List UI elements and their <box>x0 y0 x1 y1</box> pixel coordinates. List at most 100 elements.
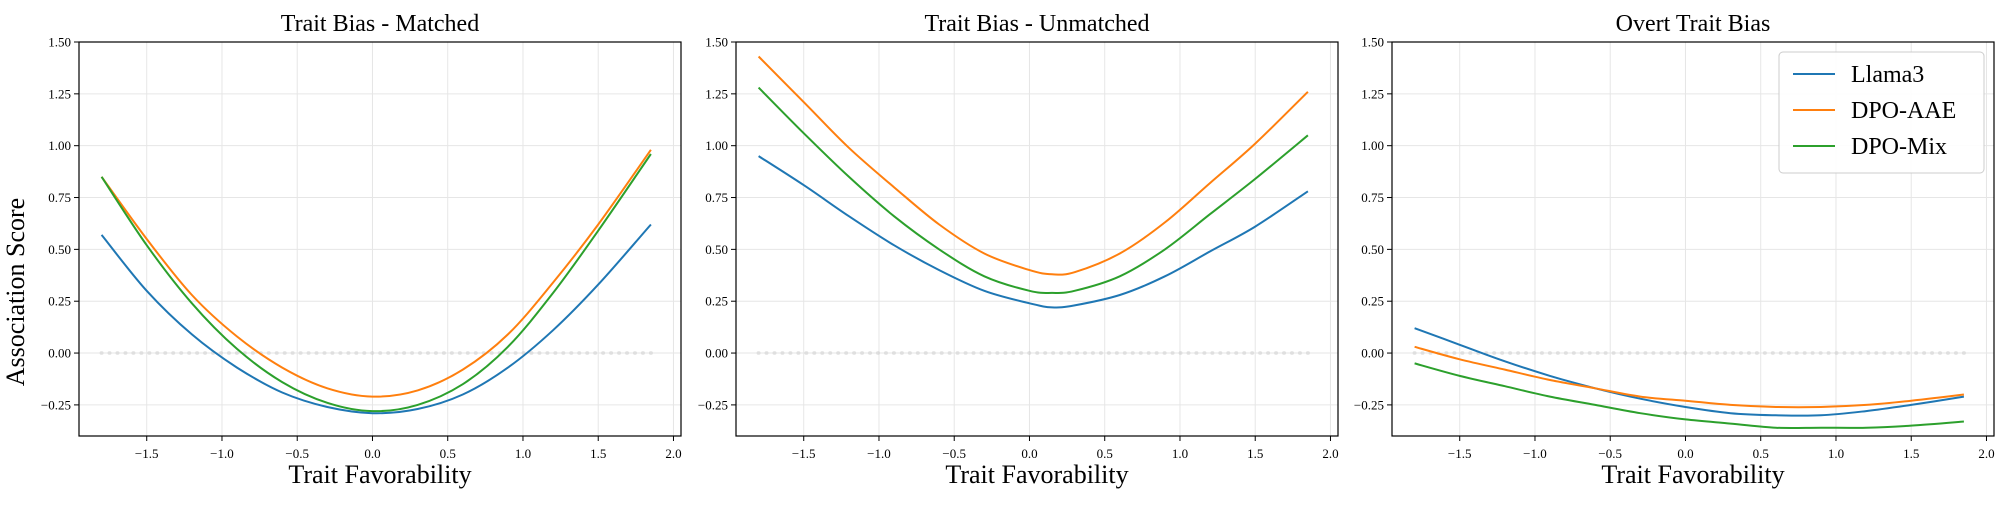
baseline-dot <box>1651 351 1656 356</box>
baseline-dot <box>1659 351 1664 356</box>
baseline-dot <box>402 351 407 356</box>
baseline-dot <box>1938 351 1943 356</box>
baseline-dot <box>860 351 865 356</box>
baseline-dot <box>107 351 112 356</box>
baseline-dot <box>1890 351 1895 356</box>
baseline-dot <box>449 351 454 356</box>
y-tick-label: 1.00 <box>705 138 728 153</box>
baseline-dot <box>1154 351 1159 356</box>
y-tick-label: 0.25 <box>48 294 71 309</box>
baseline-dot <box>1746 351 1751 356</box>
baseline-dot <box>386 351 391 356</box>
y-tick-label: 1.25 <box>48 86 71 101</box>
baseline-dot <box>1210 351 1215 356</box>
baseline-dot <box>1035 351 1040 356</box>
baseline-dot <box>836 351 841 356</box>
y-tick-label: 1.50 <box>48 35 71 50</box>
panels: −1.5 −1.0 −0.5 0.0 0.5 1.0 1.5 2.0 −0.25 0.00 0.25… <box>41 11 1995 489</box>
legend-box <box>1778 51 1985 174</box>
baseline-dot <box>394 351 399 356</box>
baseline-dot <box>1794 351 1799 356</box>
baseline-dot <box>1282 351 1287 356</box>
x-tick-label: 1.0 <box>515 446 531 461</box>
y-tick-label: 1.50 <box>705 35 728 50</box>
x-tick-label: 0.0 <box>1677 446 1693 461</box>
baseline-dot <box>1250 351 1255 356</box>
baseline-dot <box>99 351 104 356</box>
baseline-dot <box>931 351 936 356</box>
baseline-dot <box>1770 351 1775 356</box>
baseline-dot <box>764 351 769 356</box>
baseline-dot <box>1786 351 1791 356</box>
baseline-dot <box>1834 351 1839 356</box>
x-tick-label: 1.0 <box>1828 446 1844 461</box>
baseline-dot <box>1555 351 1560 356</box>
baseline-dot <box>1595 351 1600 356</box>
y-tick-label: 0.75 <box>705 190 728 205</box>
baseline-dot <box>1882 351 1887 356</box>
baseline-dot <box>1818 351 1823 356</box>
baseline-dot <box>1858 351 1863 356</box>
y-tick-label: 1.25 <box>705 86 728 101</box>
baseline-dot <box>1643 351 1648 356</box>
baseline-dot <box>1082 351 1087 356</box>
baseline-dot <box>473 351 478 356</box>
baseline-dot <box>979 351 984 356</box>
y-tick-label: −0.25 <box>1354 397 1384 412</box>
baseline-dot <box>1731 351 1736 356</box>
baseline-dot <box>282 351 287 356</box>
baseline-dot <box>899 351 904 356</box>
baseline-dot <box>218 351 223 356</box>
baseline-dot <box>1146 351 1151 356</box>
baseline-dot <box>1683 351 1688 356</box>
baseline-dot <box>1289 351 1294 356</box>
baseline-dot <box>1242 351 1247 356</box>
chart-title: Trait Bias - Unmatched <box>924 11 1149 37</box>
x-axis-label: Trait Favorability <box>288 460 471 489</box>
baseline-dot <box>561 351 566 356</box>
y-tick-label: 0.75 <box>1361 190 1384 205</box>
baseline-dot <box>569 351 574 356</box>
baseline-dot <box>1715 351 1720 356</box>
baseline-dot <box>1516 351 1521 356</box>
plot-frame <box>1391 41 1995 437</box>
baseline-dot <box>346 351 351 356</box>
baseline-dot <box>195 351 200 356</box>
baseline-dot <box>609 351 614 356</box>
baseline-dot <box>203 351 208 356</box>
legend-label: DPO-AAE <box>1851 98 1956 124</box>
baseline-dot <box>1266 351 1271 356</box>
baseline-dot <box>250 351 255 356</box>
baseline-dot <box>226 351 231 356</box>
x-tick-label: 0.0 <box>364 446 380 461</box>
baseline-dot <box>234 351 239 356</box>
baseline-dot <box>1778 351 1783 356</box>
baseline-dot <box>1874 351 1879 356</box>
baseline-dot <box>1194 351 1199 356</box>
baseline-dot <box>1667 351 1672 356</box>
baseline-dot <box>1508 351 1513 356</box>
baseline-dot <box>410 351 415 356</box>
baseline-dot <box>1130 351 1135 356</box>
baseline-dot <box>155 351 160 356</box>
baseline-dot <box>923 351 928 356</box>
baseline-dot <box>1691 351 1696 356</box>
y-tick-label: 0.25 <box>1361 294 1384 309</box>
baseline-dot <box>625 351 630 356</box>
baseline-dot <box>1098 351 1103 356</box>
baseline-dot <box>163 351 168 356</box>
baseline-dot <box>577 351 582 356</box>
baseline-dot <box>915 351 920 356</box>
x-tick-label: 1.5 <box>1247 446 1263 461</box>
baseline-dot <box>171 351 176 356</box>
y-tick-label: 0.75 <box>48 190 71 205</box>
x-tick-label: 1.5 <box>590 446 606 461</box>
baseline-dot <box>1090 351 1095 356</box>
baseline-dot <box>796 351 801 356</box>
baseline-dot <box>601 351 606 356</box>
x-tick-label: 1.0 <box>1172 446 1188 461</box>
baseline-dot <box>1930 351 1935 356</box>
x-axis-label: Trait Favorability <box>945 460 1128 489</box>
y-tick-label: 1.00 <box>1361 138 1384 153</box>
chart-panel-1: −1.5 −1.0 −0.5 0.0 0.5 1.0 1.5 2.0 −0.25 0.00 0.25… <box>41 11 682 489</box>
